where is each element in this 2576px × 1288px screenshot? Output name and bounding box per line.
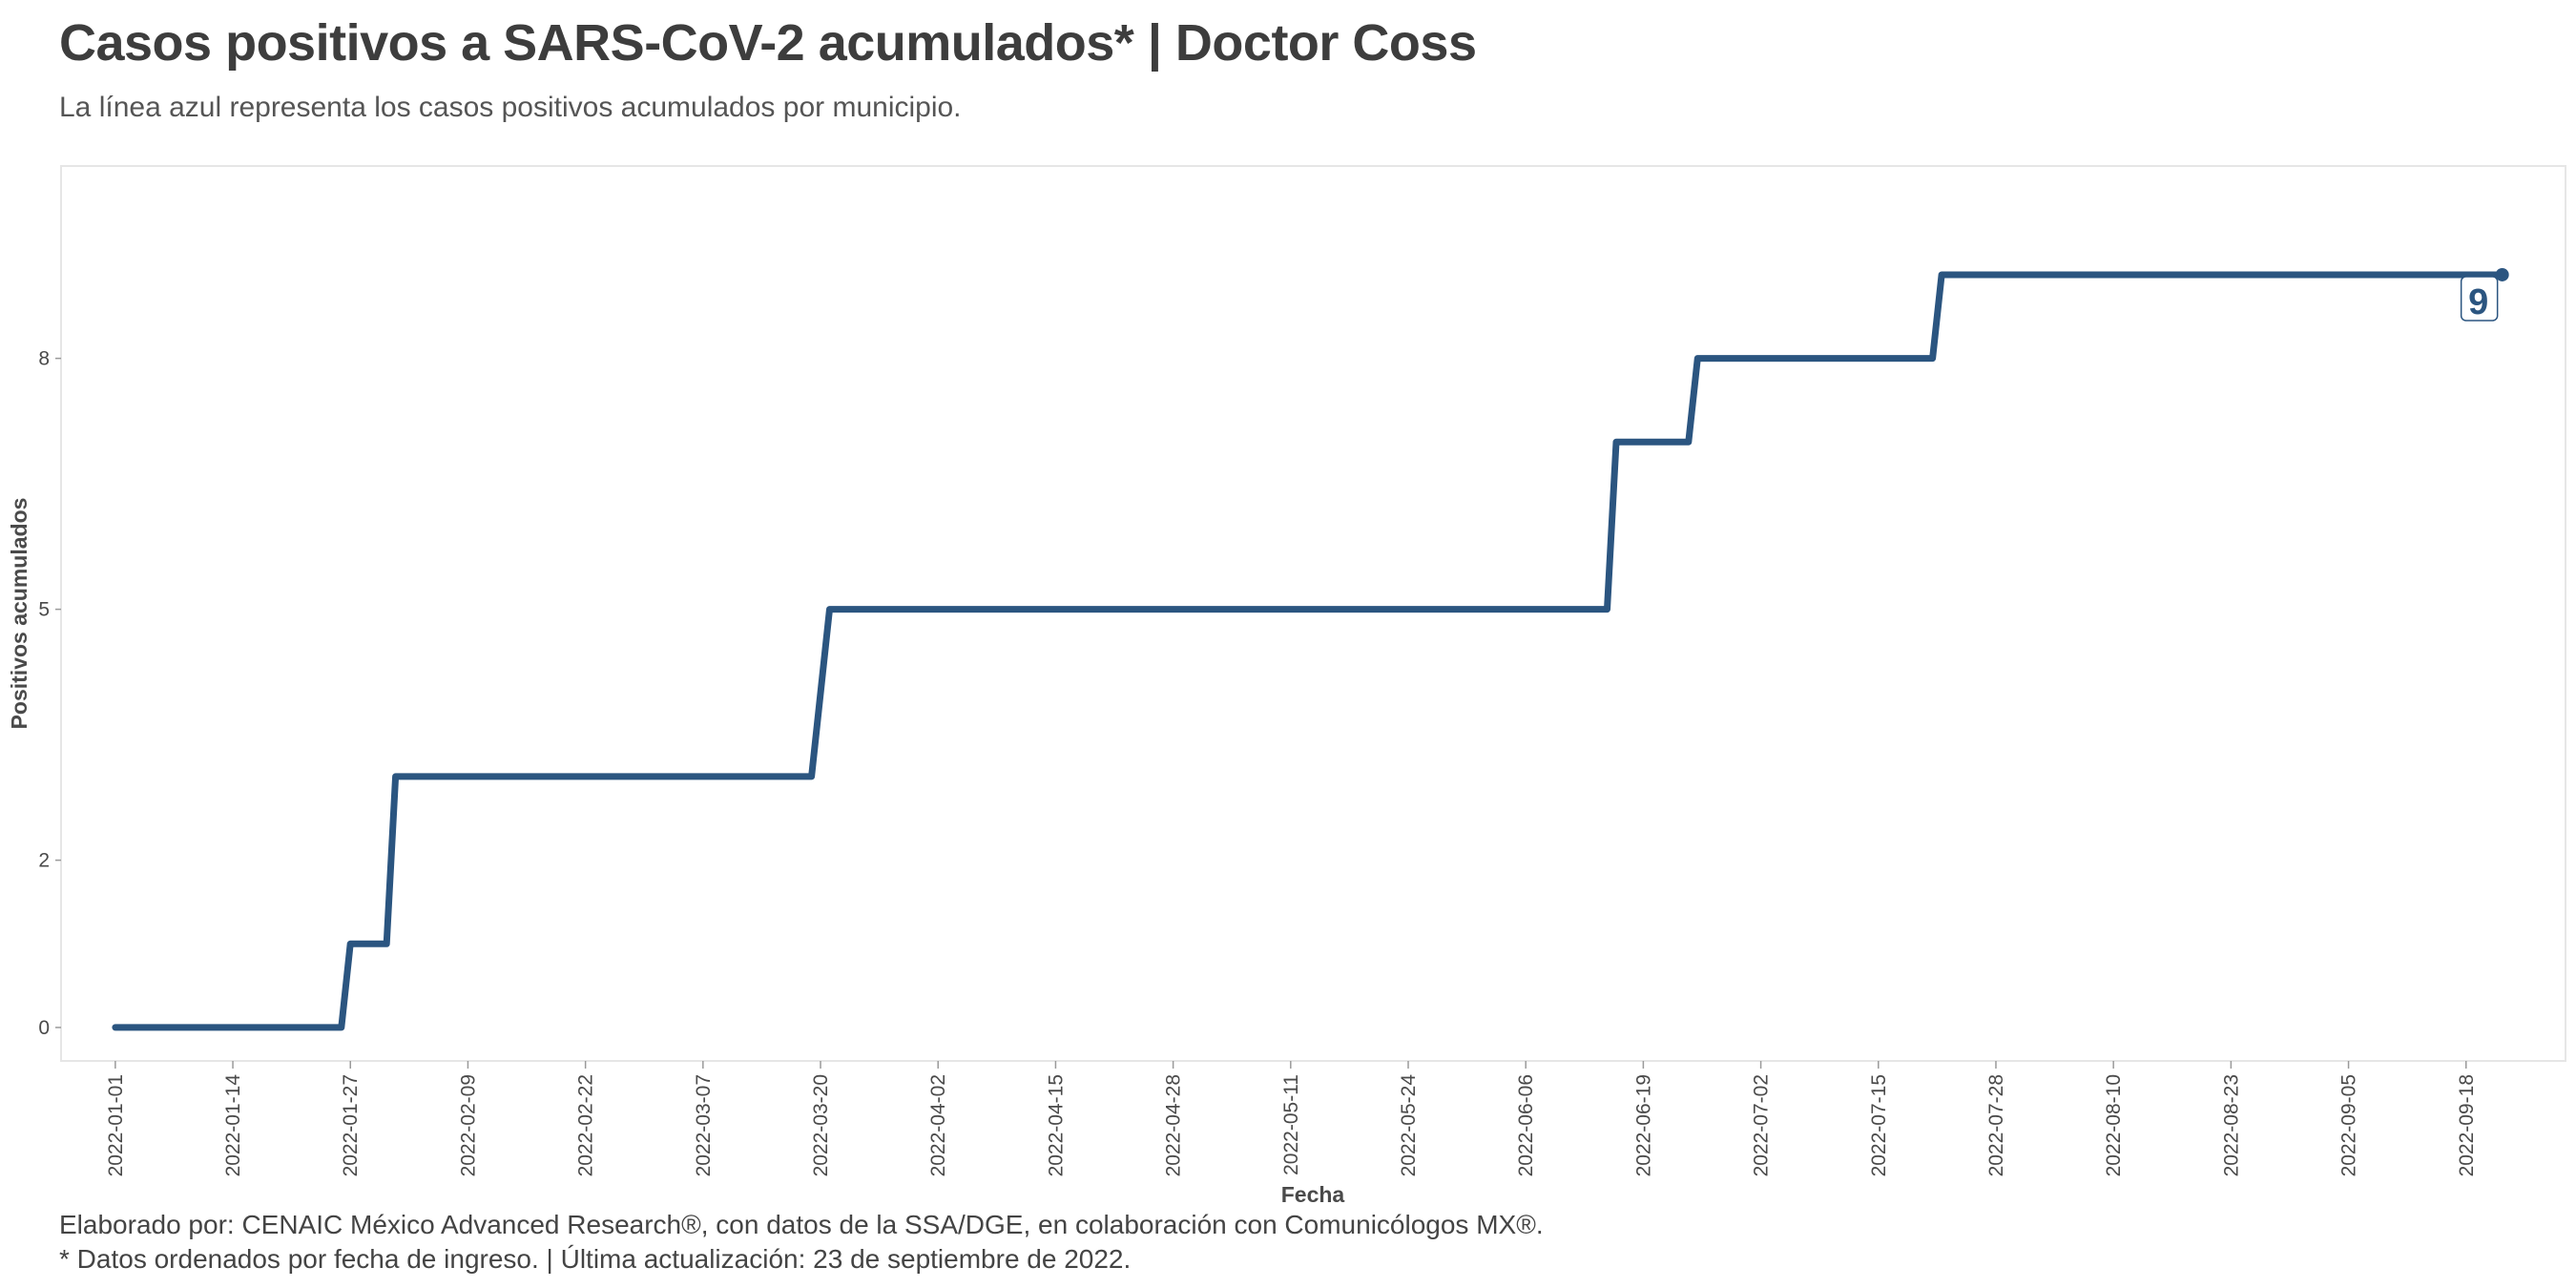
- x-tick-label: 2022-01-01: [105, 1074, 127, 1176]
- chart-title: Casos positivos a SARS-CoV-2 acumulados*…: [59, 14, 1477, 72]
- x-tick-label: 2022-03-07: [693, 1074, 715, 1176]
- x-tick-label: 2022-07-02: [1751, 1074, 1773, 1176]
- end-label-box: [2460, 276, 2499, 322]
- y-tick-label: 2: [38, 850, 50, 872]
- x-tick-label: 2022-08-10: [2103, 1074, 2125, 1176]
- x-tick-label: 2022-09-18: [2456, 1074, 2478, 1176]
- y-tick-label: 0: [38, 1017, 50, 1039]
- x-tick-label: 2022-05-24: [1398, 1074, 1420, 1177]
- x-tick-label: 2022-07-15: [1868, 1074, 1890, 1176]
- end-value-label: 9: [2468, 282, 2488, 322]
- x-tick-label: 2022-06-06: [1515, 1074, 1537, 1176]
- y-axis-title: Positivos acumulados: [7, 498, 31, 730]
- x-tick-label: 2022-06-19: [1632, 1074, 1654, 1176]
- x-tick-label: 2022-01-14: [222, 1074, 244, 1177]
- cumulative-cases-line: [112, 271, 2506, 1031]
- end-point: [2495, 267, 2509, 281]
- y-axis-ticks: 0 2 5 8: [38, 348, 61, 1039]
- x-axis-title: Fecha: [1281, 1182, 1345, 1207]
- caption-footnote: * Datos ordenados por fecha de ingreso. …: [59, 1244, 1132, 1274]
- x-tick-label: 2022-04-28: [1163, 1074, 1185, 1176]
- x-tick-label: 2022-09-05: [2338, 1074, 2360, 1176]
- caption-credits: Elaborado por: CENAIC México Advanced Re…: [59, 1210, 1544, 1239]
- x-tick-label: 2022-04-02: [927, 1074, 949, 1176]
- plot-panel: [60, 165, 2566, 1062]
- x-tick-label: 2022-07-28: [1985, 1074, 2007, 1176]
- y-tick-label: 8: [38, 348, 50, 370]
- x-tick-label: 2022-03-20: [810, 1074, 832, 1176]
- x-axis-ticks: 2022-01-01 2022-01-14 2022-01-27 2022-02-09…: [105, 1061, 2478, 1176]
- x-tick-label: 2022-02-22: [575, 1074, 597, 1176]
- x-tick-label: 2022-08-23: [2220, 1074, 2242, 1176]
- x-tick-label: 2022-02-09: [457, 1074, 479, 1176]
- x-tick-label: 2022-05-11: [1280, 1074, 1302, 1175]
- x-tick-label: 2022-04-15: [1045, 1074, 1067, 1176]
- y-tick-label: 5: [38, 599, 50, 621]
- x-tick-label: 2022-01-27: [340, 1074, 362, 1176]
- series-layer: 9: [112, 267, 2509, 1031]
- chart-subtitle: La línea azul representa los casos posit…: [59, 92, 962, 123]
